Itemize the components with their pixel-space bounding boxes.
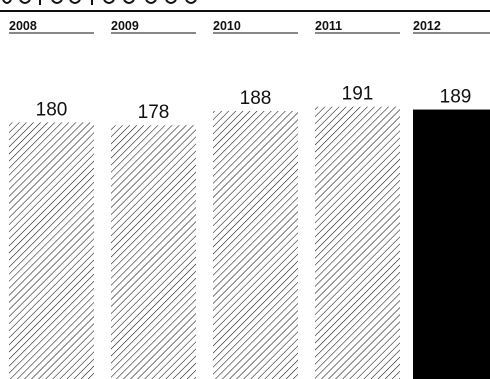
- year-labels: 2008 2009 2010 2011 2012: [9, 19, 441, 33]
- bar-2010: [213, 111, 298, 379]
- value-label-2009: 178: [138, 102, 170, 123]
- value-label-2011: 191: [342, 84, 374, 105]
- year-label-2012: 2012: [413, 19, 441, 33]
- year-label-2011: 2011: [315, 19, 342, 33]
- year-label-2010: 2010: [213, 19, 241, 33]
- bars: [9, 107, 490, 379]
- value-label-2012: 189: [440, 87, 472, 108]
- value-label-2008: 180: [36, 99, 68, 120]
- value-label-2010: 188: [240, 88, 272, 109]
- bar-2012: [413, 110, 490, 379]
- year-label-2008: 2008: [9, 19, 37, 33]
- bar-2011: [315, 107, 400, 379]
- year-label-2009: 2009: [111, 19, 139, 33]
- title-strip-fragment: [3, 0, 196, 5]
- bar-2009: [111, 125, 196, 379]
- bar-2008: [9, 122, 94, 379]
